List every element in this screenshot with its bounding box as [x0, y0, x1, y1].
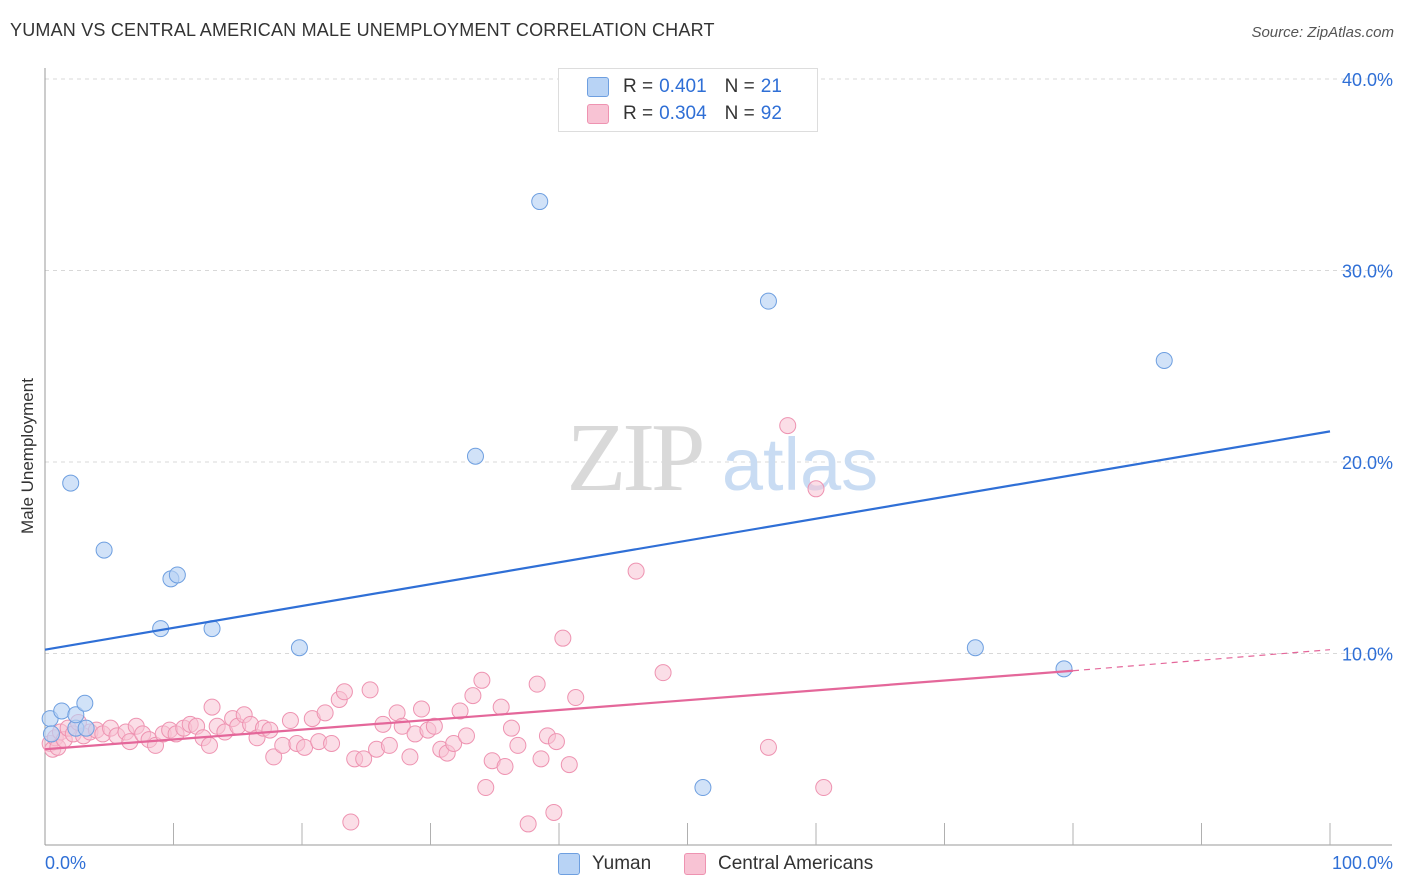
yuman-point [67, 706, 85, 724]
y-tick-label: 10.0% [1342, 645, 1393, 665]
central-americans-point [274, 736, 292, 754]
yuman-legend-label: Yuman [592, 853, 652, 874]
central-americans-point [560, 756, 578, 774]
x-tick-label: 100.0% [1332, 853, 1393, 873]
central-americans-point [323, 735, 341, 753]
yuman-point [1055, 660, 1073, 678]
legend-row-central: R = 0.304 N = 92 [585, 102, 782, 126]
yuman-point [1155, 352, 1173, 370]
legend-row-yuman: R = 0.401 N = 21 [585, 75, 782, 99]
yuman-point [76, 694, 94, 712]
yuman-point [42, 725, 60, 743]
r-label: R = [623, 103, 654, 124]
central-americans-point [457, 727, 475, 745]
central-americans-point [445, 735, 463, 753]
yuman-points [41, 193, 1173, 797]
yuman-trend-line [44, 430, 1331, 651]
central-americans-point [627, 562, 645, 580]
central-americans-point [532, 750, 550, 768]
x-tick-label: 0.0% [45, 853, 86, 873]
central-americans-point [464, 687, 482, 705]
y-tick-label: 20.0% [1342, 453, 1393, 473]
yuman-point [759, 292, 777, 310]
legend-item-yuman: Yuman [558, 852, 651, 876]
yuman-point [694, 779, 712, 797]
central-americans-point [502, 719, 520, 737]
central-swatch [587, 104, 609, 124]
central-americans-point [342, 813, 360, 831]
central-americans-point [203, 698, 221, 716]
yuman-point [466, 447, 484, 465]
central-americans-point [815, 779, 833, 797]
yuman-point [62, 474, 80, 492]
central-americans-point [547, 733, 565, 751]
central-americans-point [200, 736, 218, 754]
n-label: N = [724, 103, 755, 124]
central-americans-point [545, 803, 563, 821]
yuman-point [290, 639, 308, 657]
central-americans-point [335, 683, 353, 701]
yuman-point [53, 702, 71, 720]
central-americans-point [477, 779, 495, 797]
yuman-point [531, 193, 549, 211]
central-americans-trend-line [44, 669, 1074, 751]
central-americans-point [380, 736, 398, 754]
central-americans-point [451, 702, 469, 720]
legend-item-central-americans: Central Americans [684, 852, 873, 876]
central-americans-points [41, 417, 833, 833]
yuman-point [95, 541, 113, 559]
r-label: R = [623, 76, 654, 97]
yuman-swatch [587, 77, 609, 97]
watermark: ZIP atlas [567, 404, 879, 512]
chart-title: YUMAN VS CENTRAL AMERICAN MALE UNEMPLOYM… [10, 20, 715, 40]
central-americans-trend-extension [1072, 649, 1331, 672]
watermark-zip: ZIP [567, 404, 702, 512]
yuman-n-value: 21 [760, 76, 782, 97]
central-americans-point [567, 689, 585, 707]
central-n-value: 92 [760, 103, 782, 124]
central-americans-point [413, 700, 431, 718]
central-americans-point [265, 748, 283, 766]
central-americans-point [509, 736, 527, 754]
y-tick-label: 40.0% [1342, 70, 1393, 90]
central-americans-point [554, 629, 572, 647]
central-americans-point [759, 738, 777, 756]
yuman-point [966, 639, 984, 657]
central-americans-point [492, 698, 510, 716]
central-americans-point [401, 748, 419, 766]
trend-lines [44, 430, 1331, 751]
central-americans-point [361, 681, 379, 699]
central-legend-label: Central Americans [718, 853, 874, 874]
central-americans-point [261, 721, 279, 739]
gridlines [45, 78, 1392, 654]
central-americans-point [316, 704, 334, 722]
yuman-r-value: 0.401 [659, 76, 707, 97]
central-americans-point [779, 417, 797, 435]
yuman-legend-swatch [558, 853, 580, 875]
central-americans-point [425, 717, 443, 735]
watermark-atlas: atlas [722, 423, 878, 506]
yuman-point [168, 566, 186, 584]
correlation-legend: R = 0.401 N = 21 R = 0.304 N = 92 [558, 68, 818, 132]
central-americans-point [355, 750, 373, 768]
central-americans-point [296, 738, 314, 756]
central-americans-point [519, 815, 537, 833]
central-americans-point [281, 712, 299, 730]
central-legend-swatch [684, 853, 706, 875]
n-label: N = [724, 76, 755, 97]
central-americans-point [496, 757, 514, 775]
y-tick-label: 30.0% [1342, 262, 1393, 282]
yuman-point [77, 719, 95, 737]
central-r-value: 0.304 [659, 103, 707, 124]
central-americans-point [528, 675, 546, 693]
tick-labels: 10.0% 20.0% 30.0% 40.0% 0.0% 100.0% [45, 70, 1393, 873]
central-americans-point [807, 480, 825, 498]
central-americans-point [654, 664, 672, 682]
central-americans-point [473, 671, 491, 689]
source-label: Source: ZipAtlas.com [1251, 24, 1394, 41]
